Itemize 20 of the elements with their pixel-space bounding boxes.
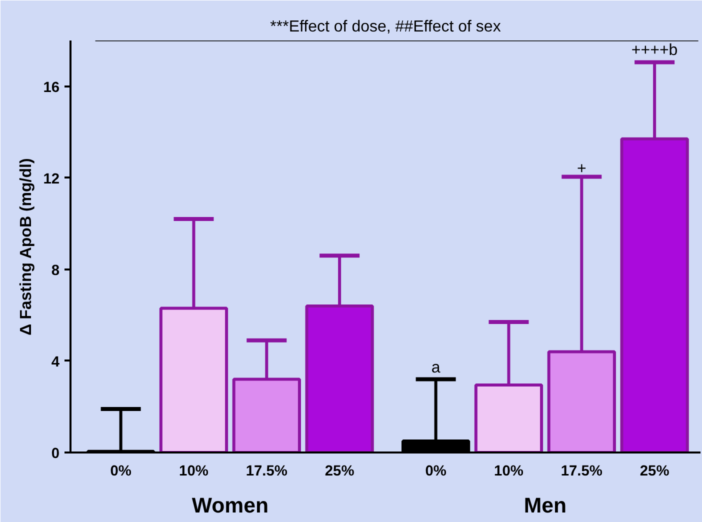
y-tick-label: 16	[43, 80, 60, 96]
annotation: +	[576, 160, 586, 178]
x-tick-label: 17.5%	[246, 464, 288, 480]
x-tick-label: 10%	[494, 464, 524, 480]
x-tick-label: 25%	[640, 464, 670, 480]
y-axis-title: Δ Fasting ApoB (mg/dl)	[18, 158, 36, 336]
text: Women	[192, 494, 269, 518]
annotation: a	[431, 359, 440, 376]
y-tick-label: 12	[43, 171, 60, 188]
y-tick-label: 8	[51, 262, 60, 279]
annotation: ++++b	[631, 42, 678, 60]
y-tick-label: 4	[51, 354, 60, 370]
x-tick-label: 10%	[179, 464, 208, 480]
text: Men	[524, 494, 567, 518]
x-tick-label: 17.5%	[560, 464, 602, 480]
chart-title: ***Effect of dose, ##Effect of sex	[270, 18, 501, 36]
x-tick-label: 25%	[324, 464, 354, 480]
y-tick-label: 0	[51, 446, 60, 462]
x-tick-label: 0%	[110, 464, 132, 480]
x-tick-label: 0%	[425, 464, 446, 480]
